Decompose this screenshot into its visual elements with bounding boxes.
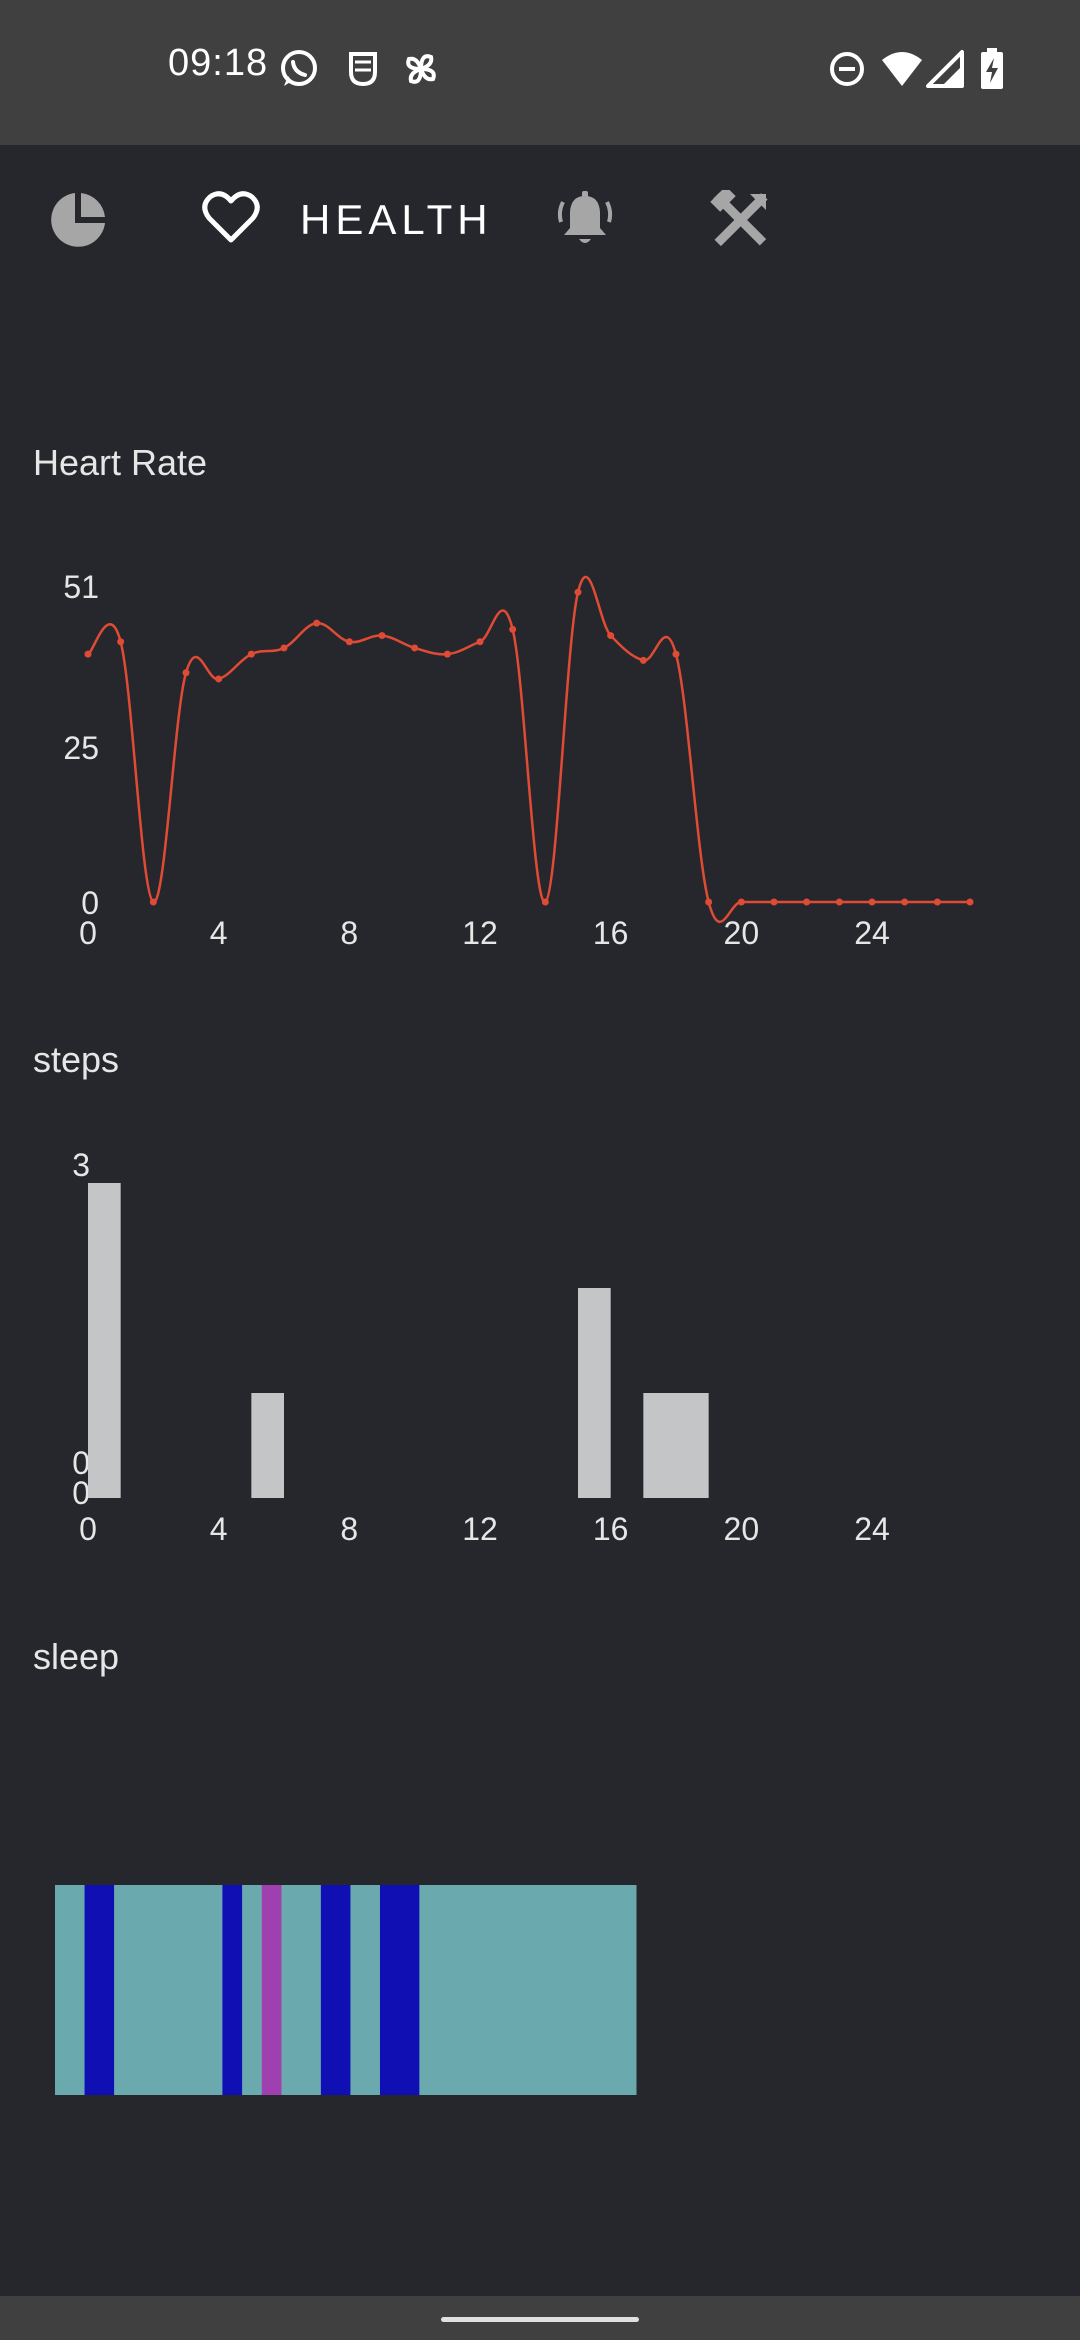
steps-x-tick: 12 (462, 1511, 498, 1547)
hr-data-point (639, 656, 647, 664)
hr-x-tick: 20 (724, 915, 760, 950)
steps-bar (676, 1393, 709, 1498)
status-bar: 09:18 (0, 0, 1080, 145)
hr-data-point (541, 898, 549, 906)
tools-icon[interactable] (710, 190, 770, 250)
hr-data-point (84, 650, 92, 658)
hr-data-point (933, 898, 941, 906)
hr-data-point (117, 638, 125, 646)
health-tab-label[interactable]: HEALTH (300, 196, 493, 243)
steps-bar (88, 1183, 121, 1498)
hr-data-point (705, 898, 713, 906)
steps-x-tick: 20 (724, 1511, 760, 1547)
hr-data-point (313, 619, 321, 627)
sleep-segment-deep (320, 1885, 351, 2095)
sleep-segment-light (242, 1885, 263, 2095)
heart-rate-chart: 0 25 51 0 4 8 12 16 20 24 (63, 569, 974, 950)
steps-x-tick: 24 (854, 1511, 890, 1547)
hr-data-point (215, 675, 223, 683)
hr-data-point (247, 650, 255, 658)
steps-x-tick: 8 (340, 1511, 358, 1547)
bell-icon[interactable] (556, 190, 614, 250)
hr-data-point (803, 898, 811, 906)
hr-x-tick: 16 (593, 915, 629, 950)
status-time: 09:18 (168, 42, 269, 84)
steps-y-tick: 0 (72, 1475, 90, 1511)
sleep-segment-light (281, 1885, 322, 2095)
whatsapp-icon (281, 50, 317, 86)
steps-x-tick: 4 (210, 1511, 228, 1547)
sleep-chart (55, 1885, 637, 2095)
hr-data-point (835, 898, 843, 906)
sleep-segment-light (419, 1885, 637, 2095)
steps-bar (251, 1393, 284, 1498)
sleep-segment-deep (379, 1885, 420, 2095)
hr-data-point (378, 632, 386, 640)
heart-icon[interactable] (202, 190, 260, 244)
signal-icon (926, 50, 964, 88)
steps-y-tick: 3 (72, 1147, 90, 1183)
sleep-title: sleep (33, 1636, 120, 1677)
hr-data-point (737, 898, 745, 906)
sleep-segment-light (114, 1885, 223, 2095)
hr-data-point (345, 638, 353, 646)
steps-x-tick: 16 (593, 1511, 629, 1547)
mask-icon (349, 52, 377, 87)
hr-data-point (476, 638, 484, 646)
hr-y-tick: 0 (81, 885, 99, 921)
home-indicator[interactable] (441, 2317, 639, 2322)
hr-data-point (770, 898, 778, 906)
hr-data-point (607, 632, 615, 640)
hr-x-tick: 0 (79, 915, 97, 950)
steps-x-tick: 0 (79, 1511, 97, 1547)
hr-x-tick: 24 (854, 915, 890, 950)
top-navigation (0, 145, 1080, 295)
battery-charging-icon (981, 48, 1003, 89)
hr-x-tick: 12 (462, 915, 498, 950)
steps-y-tick: 0 (72, 1445, 90, 1481)
hr-data-point (443, 650, 451, 658)
hr-data-point (868, 898, 876, 906)
hr-y-tick: 25 (63, 730, 99, 766)
hr-data-point (672, 650, 680, 658)
wifi-icon (882, 52, 922, 86)
steps-bar (578, 1288, 611, 1498)
sleep-segment-light (55, 1885, 86, 2095)
hr-data-point (280, 644, 288, 652)
hr-data-point (149, 898, 157, 906)
sleep-segment-deep (222, 1885, 243, 2095)
hr-data-point (901, 898, 909, 906)
hr-data-point (411, 644, 419, 652)
dnd-icon (830, 52, 864, 86)
steps-bar (643, 1393, 676, 1498)
hr-x-tick: 4 (210, 915, 228, 950)
hr-y-tick: 51 (63, 569, 99, 605)
hr-series-line (87, 575, 970, 923)
hr-data-point (509, 625, 517, 633)
sleep-segment-deep (84, 1885, 115, 2095)
hr-data-point (966, 898, 974, 906)
hr-x-tick: 8 (340, 915, 358, 950)
hr-data-point (574, 588, 582, 596)
sleep-segment-light (350, 1885, 381, 2095)
sleep-segment-rem (261, 1885, 282, 2095)
pinwheel-icon (406, 54, 436, 84)
heart-rate-title: Heart Rate (33, 442, 208, 483)
pie-chart-icon[interactable] (48, 190, 108, 250)
steps-title: steps (33, 1039, 120, 1080)
hr-data-point (182, 669, 190, 677)
